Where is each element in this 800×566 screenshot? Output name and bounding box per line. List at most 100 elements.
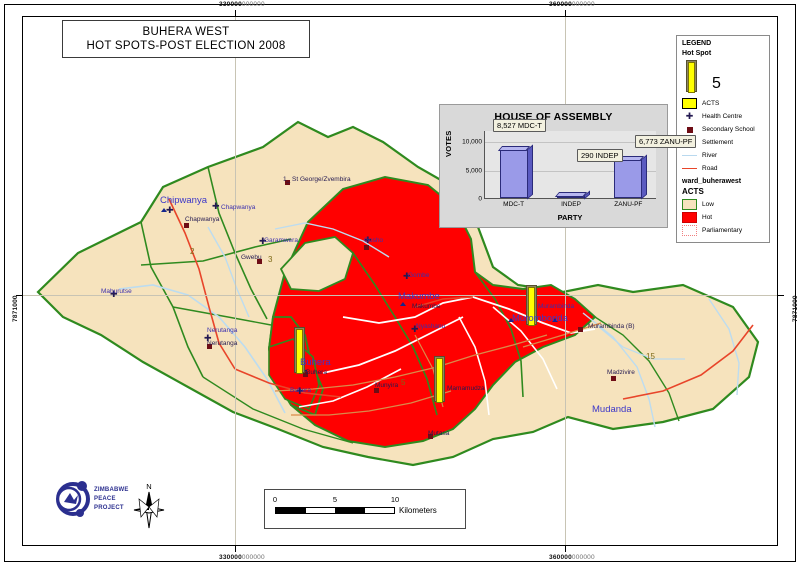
map-label-place: Muromborida [512, 313, 568, 324]
map-label-place: Buhera [306, 369, 327, 376]
hot-spot-bar [294, 327, 305, 374]
settlement-icon [552, 318, 558, 322]
chart-bar [612, 154, 648, 200]
chart-plot-wrapper: 0 5,000 10,000 MDC-T INDEP ZANU-PF 8,527 MDC-T… [462, 119, 697, 208]
map-label-place: Gosho [364, 237, 384, 244]
graticule-line-vertical-330000 [235, 16, 236, 546]
map-label-place: Mamamudza [447, 385, 485, 392]
chart-x-tick: INDEP [561, 201, 581, 208]
tick-bottom-330000 [235, 545, 236, 552]
legend-label: Hot [702, 214, 713, 221]
health-centre-icon: ✚ [259, 236, 267, 246]
logo-icon [56, 481, 90, 517]
legend-label: Health Centre [702, 113, 743, 120]
legend-item-road[interactable]: Road [682, 162, 765, 175]
legend-item-health-centre[interactable]: ✚ Health Centre [682, 110, 765, 123]
scale-bar-tick: 5 [332, 495, 338, 504]
legend-label: Road [702, 165, 718, 172]
scale-bar-tick: 0 [272, 495, 278, 504]
hot-spot-bar-face [296, 329, 303, 374]
coord-value: 7871000 [792, 295, 799, 322]
legend-item-acts-low[interactable]: Low [682, 198, 765, 211]
secondary-school-icon [428, 434, 433, 439]
chart-gridline [485, 142, 656, 144]
health-centre-icon: ✚ [166, 205, 174, 215]
tick-top-330000 [235, 10, 236, 17]
coord-right-7871000: 7871000 [792, 295, 799, 322]
acts-swatch-icon [682, 98, 697, 109]
map-label-place: Gwebu [241, 254, 262, 261]
tick-top-360000 [565, 10, 566, 17]
health-centre-icon: ✚ [204, 333, 212, 343]
chart-x-tick: MDC-T [503, 201, 525, 208]
map-label-ward-number: 2 [190, 247, 195, 256]
secondary-school-icon [374, 388, 379, 393]
legend-item-acts-hot[interactable]: Hot [682, 211, 765, 224]
map-canvas[interactable] [23, 17, 777, 545]
hot-spot-bar-face [688, 62, 695, 93]
hot-spot-bar [526, 285, 537, 326]
chart-gridline [485, 170, 656, 172]
map-label-place: Munyira [375, 382, 399, 389]
map-frame [22, 16, 778, 546]
graticule-line-horizontal-7871000 [22, 295, 778, 296]
map-geometry [36, 120, 760, 467]
title-line-1: BUHERA WEST [142, 25, 230, 38]
legend-label: ACTS [702, 100, 720, 107]
coord-value: 7871000 [12, 295, 19, 322]
map-label-place: Murambinda (B) [588, 323, 635, 330]
legend-item-acts[interactable]: ACTS [682, 97, 765, 110]
map-label-ward-number: 5 [401, 378, 406, 387]
scale-bar-unit: Kilometers [399, 506, 437, 515]
map-label-place: Maburutse [101, 288, 132, 295]
settlement-icon [508, 318, 514, 322]
map-label-place: Chapwanya [185, 216, 220, 223]
legend-layer-name: ward_buherawest [682, 178, 742, 185]
acts-low-swatch-icon [682, 199, 697, 210]
coord-bottom-360000: 360000000000 [549, 554, 595, 561]
legend-label: Settlement [702, 139, 734, 146]
secondary-school-icon [611, 376, 616, 381]
legend-item-secondary-school[interactable]: Secondary School [682, 123, 765, 136]
coord-value: 330000 [219, 1, 242, 8]
legend-item-river[interactable]: River [682, 149, 765, 162]
scale-bar: 0 5 10 Kilometers [264, 489, 466, 529]
health-centre-icon: ✚ [296, 386, 304, 396]
chart-y-axis-label: VOTES [444, 130, 453, 157]
hot-spot-bar [434, 356, 445, 403]
chart-bar [497, 144, 533, 200]
coord-suffix: 000000 [241, 1, 265, 8]
secondary-school-icon [303, 372, 308, 377]
map-label-place: Nerutanga [207, 327, 238, 334]
tick-right-7871000 [777, 295, 784, 296]
scale-bar-graphic [275, 507, 395, 514]
coord-value: 360000 [549, 1, 572, 8]
title-line-2: HOT SPOTS-POST ELECTION 2008 [86, 40, 286, 52]
secondary-school-icon [682, 126, 697, 133]
coord-top-360000: 360000000000 [549, 1, 595, 8]
secondary-school-icon [257, 259, 262, 264]
chart-bar [554, 190, 590, 200]
chart-data-label: 6,773 ZANU-PF [635, 135, 697, 148]
legend-acts-heading: ACTS [682, 187, 704, 196]
health-centre-icon: ✚ [110, 289, 118, 299]
zimbabwe-peace-project-logo: ZIMBABWE PEACE PROJECT [52, 478, 148, 520]
coord-suffix: 000000 [571, 1, 595, 8]
road-line-icon [682, 168, 697, 169]
house-of-assembly-chart[interactable]: HOUSE OF ASSEMBLY VOTES 0 5,000 10,000 MDC-… [439, 104, 697, 228]
health-centre-icon: ✚ [364, 235, 372, 245]
legend-item-acts-parliamentary[interactable]: Parliamentary [682, 224, 765, 237]
coord-top-330000: 330000000000 [219, 1, 265, 8]
logo-line-3: PROJECT [94, 505, 124, 511]
north-arrow-label: N [146, 482, 152, 491]
legend-hot-spot-symbol [684, 60, 704, 94]
map-label-place: Chapwanya [221, 204, 256, 211]
map-label-place: Mudanda [592, 404, 632, 415]
settlement-icon [400, 302, 406, 306]
tick-left-7871000 [16, 295, 23, 296]
legend-hotspot-heading: Hot Spot [682, 50, 712, 57]
chart-title: HOUSE OF ASSEMBLY [494, 111, 613, 123]
health-centre-icon: ✚ [411, 324, 419, 334]
map-label-place: Chipwanya [160, 195, 207, 206]
